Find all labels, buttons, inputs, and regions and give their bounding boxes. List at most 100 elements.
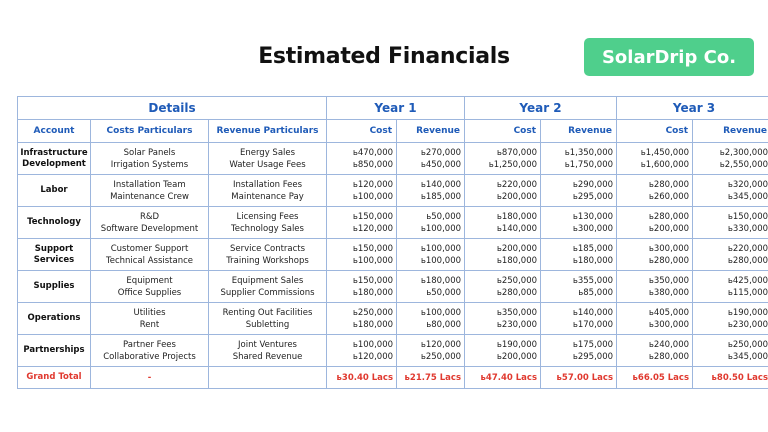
cell-year3-revenue: ь425,000 ь115,000 xyxy=(692,270,768,303)
grand-total-year3-cost: ь66.05 Lacs xyxy=(616,366,694,389)
cell-line: ь320,000 xyxy=(727,179,768,190)
cell-line: ь130,000 xyxy=(572,211,614,222)
cell-account: Partnerships xyxy=(17,334,91,367)
cell-year2-cost: ь350,000 ь230,000 xyxy=(464,302,542,335)
cell-line: Joint Ventures xyxy=(238,339,297,350)
cell-line: ь50,000 xyxy=(426,211,462,222)
cell-costs-particulars: Installation Team Maintenance Crew xyxy=(90,174,209,207)
cell-line: ь85,000 xyxy=(578,287,614,298)
cell-line: ь1,450,000 xyxy=(640,147,690,158)
cell-year2-revenue: ь1,350,000 ь1,750,000 xyxy=(540,142,618,175)
cell-line: Supplies xyxy=(33,281,75,291)
cell-year3-revenue: ь150,000 ь330,000 xyxy=(692,206,768,239)
cell-line: ь100,000 xyxy=(420,255,462,266)
table-row: Supplies Equipment Office Supplies Equipmen… xyxy=(17,270,768,303)
cell-revenue-particulars: Energy Sales Water Usage Fees xyxy=(207,142,328,175)
cell-line: ь100,000 xyxy=(420,243,462,254)
cell-line: ь140,000 xyxy=(420,179,462,190)
cell-line: ь230,000 xyxy=(727,319,768,330)
cell-line: ь180,000 xyxy=(496,211,538,222)
cell-line: ь290,000 xyxy=(572,179,614,190)
cell-line: ь280,000 xyxy=(648,179,690,190)
cell-line: ь1,750,000 xyxy=(564,159,614,170)
cell-line: ь1,250,000 xyxy=(488,159,538,170)
cell-line: Software Development xyxy=(100,223,199,234)
cell-costs-particulars: Solar Panels Irrigation Systems xyxy=(90,142,209,175)
grand-total-row: Grand Total - ь30.40 Lacs ь21.75 Lacs ь4… xyxy=(17,366,768,389)
table-row: Partnerships Partner Fees Collaborative Pr… xyxy=(17,334,768,367)
cell-year1-cost: ь150,000 ь180,000 xyxy=(326,270,398,303)
cell-line: Support xyxy=(34,243,74,254)
cell-line: ь350,000 xyxy=(648,275,690,286)
cell-line: Water Usage Fees xyxy=(229,159,306,170)
cell-line: ь355,000 xyxy=(572,275,614,286)
cell-revenue-particulars: Renting Out Facilities Subletting xyxy=(207,302,328,335)
grand-total-year2-revenue: ь57.00 Lacs xyxy=(540,366,618,389)
group-year-2: Year 2 xyxy=(464,96,618,120)
cell-line: ь150,000 xyxy=(352,275,394,286)
cell-line: ь50,000 xyxy=(426,287,462,298)
cell-line: Licensing Fees xyxy=(236,211,299,222)
grand-total-label: Grand Total xyxy=(17,366,91,389)
cell-line: Technology Sales xyxy=(231,223,304,234)
cell-line: ь190,000 xyxy=(727,307,768,318)
cell-line: ь200,000 xyxy=(648,223,690,234)
cell-line: ь115,000 xyxy=(727,287,768,298)
cell-year2-revenue: ь130,000 ь300,000 xyxy=(540,206,618,239)
cell-line: ь300,000 xyxy=(572,223,614,234)
cell-line: ь280,000 xyxy=(648,255,690,266)
cell-line: Technical Assistance xyxy=(105,255,194,266)
cell-year3-cost: ь280,000 ь260,000 xyxy=(616,174,694,207)
group-year-1: Year 1 xyxy=(326,96,466,120)
cell-line: ь185,000 xyxy=(572,243,614,254)
col-year1-revenue: Revenue xyxy=(396,119,466,143)
cell-year1-revenue: ь100,000 ь80,000 xyxy=(396,302,466,335)
cell-line: ь200,000 xyxy=(496,191,538,202)
cell-year3-cost: ь280,000 ь200,000 xyxy=(616,206,694,239)
cell-year1-cost: ь150,000 ь120,000 xyxy=(326,206,398,239)
cell-line: ь280,000 xyxy=(496,287,538,298)
cell-line: ь345,000 xyxy=(727,351,768,362)
cell-year1-revenue: ь270,000 ь450,000 xyxy=(396,142,466,175)
cell-account: Labor xyxy=(17,174,91,207)
cell-line: ь295,000 xyxy=(572,351,614,362)
cell-line: ь170,000 xyxy=(572,319,614,330)
cell-line: Partner Fees xyxy=(123,339,176,350)
cell-line: ь250,000 xyxy=(496,275,538,286)
cell-account: Support Services xyxy=(17,238,91,271)
cell-line: Partnerships xyxy=(23,345,85,355)
cell-year2-cost: ь200,000 ь180,000 xyxy=(464,238,542,271)
cell-costs-particulars: Customer Support Technical Assistance xyxy=(90,238,209,271)
cell-year2-revenue: ь355,000 ь85,000 xyxy=(540,270,618,303)
cell-year3-cost: ь300,000 ь280,000 xyxy=(616,238,694,271)
cell-line: ь2,550,000 xyxy=(719,159,768,170)
cell-year3-cost: ь350,000 ь380,000 xyxy=(616,270,694,303)
cell-year1-revenue: ь120,000 ь250,000 xyxy=(396,334,466,367)
cell-line: ь250,000 xyxy=(420,351,462,362)
cell-line: ь345,000 xyxy=(727,191,768,202)
cell-year3-revenue: ь320,000 ь345,000 xyxy=(692,174,768,207)
cell-year1-revenue: ь180,000 ь50,000 xyxy=(396,270,466,303)
cell-line: ь180,000 xyxy=(352,287,394,298)
cell-line: ь295,000 xyxy=(572,191,614,202)
cell-revenue-particulars: Installation Fees Maintenance Pay xyxy=(207,174,328,207)
grand-total-revenues xyxy=(207,366,328,389)
cell-line: ь220,000 xyxy=(727,243,768,254)
cell-line: ь230,000 xyxy=(496,319,538,330)
cell-line: ь250,000 xyxy=(352,307,394,318)
cell-line: ь100,000 xyxy=(352,339,394,350)
group-details: Details xyxy=(16,96,328,120)
cell-year1-revenue: ь50,000 ь100,000 xyxy=(396,206,466,239)
cell-line: Training Workshops xyxy=(226,255,309,266)
cell-revenue-particulars: Equipment Sales Supplier Commissions xyxy=(207,270,328,303)
cell-year2-revenue: ь290,000 ь295,000 xyxy=(540,174,618,207)
cell-line: ь150,000 xyxy=(352,211,394,222)
cell-year2-cost: ь870,000 ь1,250,000 xyxy=(464,142,542,175)
cell-line: ь80,000 xyxy=(426,319,462,330)
cell-year2-revenue: ь175,000 ь295,000 xyxy=(540,334,618,367)
cell-line: ь405,000 xyxy=(648,307,690,318)
cell-line: ь100,000 xyxy=(352,255,394,266)
cell-line: ь380,000 xyxy=(648,287,690,298)
cell-year3-revenue: ь2,300,000 ь2,550,000 xyxy=(692,142,768,175)
cell-line: ь150,000 xyxy=(352,243,394,254)
